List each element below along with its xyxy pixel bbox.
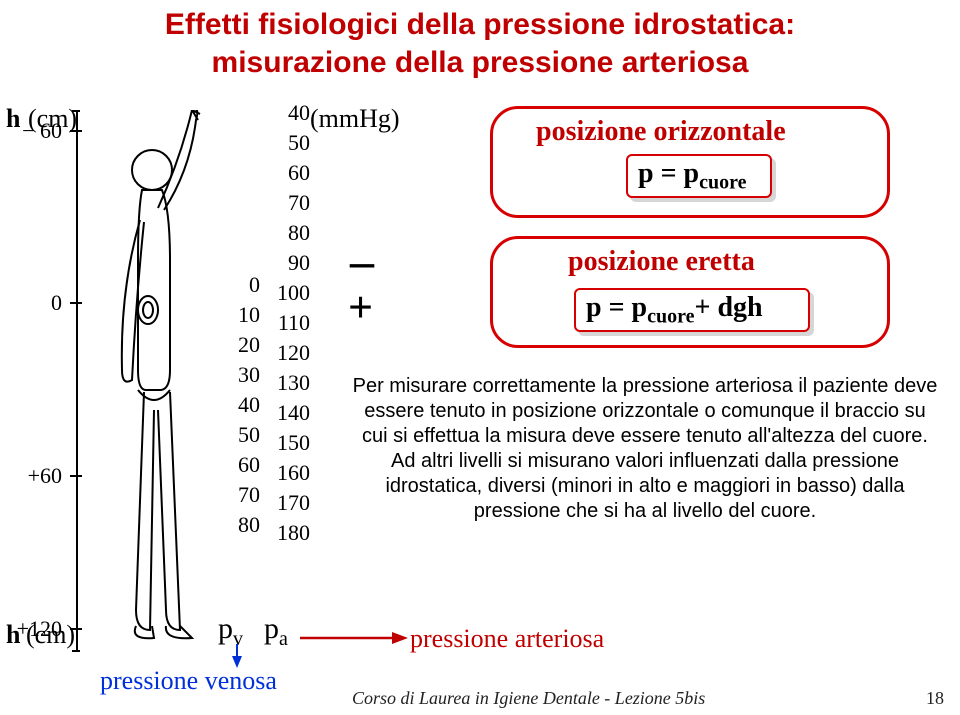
pv-column: 0 10 20 30 40 50 60 70 80 xyxy=(220,272,260,642)
minus-sign: – xyxy=(350,234,374,289)
info-paragraph: Per misurare correttamente la pressione … xyxy=(350,374,940,524)
axis-tick: +60 xyxy=(2,463,62,489)
pa-value: 180 xyxy=(270,520,310,546)
pv-value: 10 xyxy=(220,302,260,328)
axis-tick: +120 xyxy=(2,616,62,642)
footer-text: Corso di Laurea in Igiene Dentale - Lezi… xyxy=(352,688,705,709)
pressione-arteriosa-label: pressione arteriosa xyxy=(410,624,604,654)
box2-formula: p = pcuore+ dgh xyxy=(586,292,763,329)
box2-header: posizione eretta xyxy=(568,246,755,278)
axis-tick: 0 xyxy=(2,290,62,316)
pressione-venosa-label: pressione venosa xyxy=(100,666,277,696)
title-line1: Effetti fisiologici della pressione idro… xyxy=(165,8,795,41)
pa-value: 170 xyxy=(270,490,310,516)
mmhg-unit: (mmHg) xyxy=(310,104,400,134)
pv-value: 0 xyxy=(220,272,260,298)
pa-value: 70 xyxy=(270,190,310,216)
pv-label: pv xyxy=(218,612,243,651)
pv-value: 30 xyxy=(220,362,260,388)
pa-value: 150 xyxy=(270,430,310,456)
pv-value: 50 xyxy=(220,422,260,448)
pa-value: 60 xyxy=(270,160,310,186)
plus-sign: + xyxy=(348,282,373,333)
pa-value: 90 xyxy=(270,250,310,276)
pa-value: 140 xyxy=(270,400,310,426)
pv-value: 70 xyxy=(220,482,260,508)
pa-value: 80 xyxy=(270,220,310,246)
pa-value: 40 xyxy=(270,100,310,126)
pa-value: 120 xyxy=(270,340,310,366)
pv-arrow-stem xyxy=(236,644,238,658)
slide: Effetti fisiologici della pressione idro… xyxy=(0,0,960,715)
pa-value: 130 xyxy=(270,370,310,396)
pv-value: 20 xyxy=(220,332,260,358)
pa-value: 100 xyxy=(270,280,310,306)
pv-value: 80 xyxy=(220,512,260,538)
box1-formula: p = pcuore xyxy=(638,158,747,195)
pa-column: 40 50 60 70 80 90 100 110 120 130 140 15… xyxy=(260,100,310,640)
pa-value: 50 xyxy=(270,130,310,156)
axis-tick: − 60 xyxy=(2,118,62,144)
body-figure xyxy=(100,110,220,650)
pv-value: 60 xyxy=(220,452,260,478)
page-number: 18 xyxy=(926,688,944,709)
slide-title: Effetti fisiologici della pressione idro… xyxy=(0,6,960,81)
pa-label: pa xyxy=(264,612,288,651)
box1-header: posizione orizzontale xyxy=(536,116,786,148)
height-axis: − 60 0 +60 +120 xyxy=(24,100,84,660)
red-arrow-icon xyxy=(296,618,416,658)
pa-value: 110 xyxy=(270,310,310,336)
pa-value: 160 xyxy=(270,460,310,486)
title-line2: misurazione della pressione arteriosa xyxy=(212,46,749,79)
pv-value: 40 xyxy=(220,392,260,418)
